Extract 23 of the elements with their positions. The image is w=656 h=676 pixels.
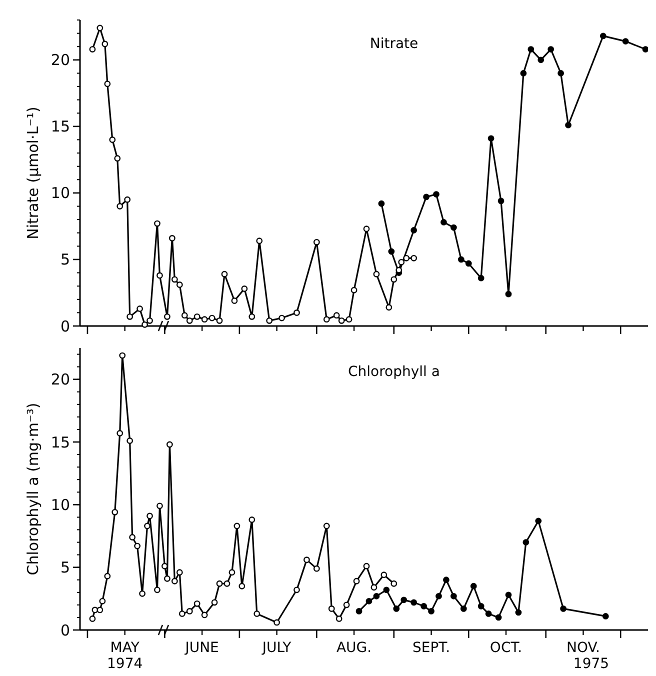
x-tick-label: MAY [110,640,140,656]
y-tick-label: 10 [50,496,70,514]
y-tick-label: 20 [50,370,70,389]
y-axis-title: Nitrate (µmol·L⁻¹) [24,106,42,240]
y-tick-label: 15 [50,433,70,452]
x-tick-label: SEPT. [412,640,450,656]
x-tick-label: OCT. [490,640,522,656]
y-tick-label: 5 [60,558,70,577]
y-tick-label: 15 [50,118,70,136]
y-tick-label: 10 [50,184,70,202]
y-tick-label: 0 [60,317,70,336]
y-tick-label: 20 [50,51,70,70]
y-tick-label: 5 [60,250,70,269]
x-tick-label: NOV. [566,640,600,656]
x-tick-label: JUNE [184,640,219,656]
x-tick-label: AUG. [336,640,372,656]
text: 1974 [107,656,143,672]
x-tick-label: JULY [261,640,292,656]
y-tick-label: 0 [60,621,70,640]
text: Nitrate [370,36,418,52]
y-axis-title: Chlorophyll a (mg·m⁻³) [24,402,42,576]
text: 1975 [573,656,610,672]
text: Chlorophyll a [348,364,440,380]
